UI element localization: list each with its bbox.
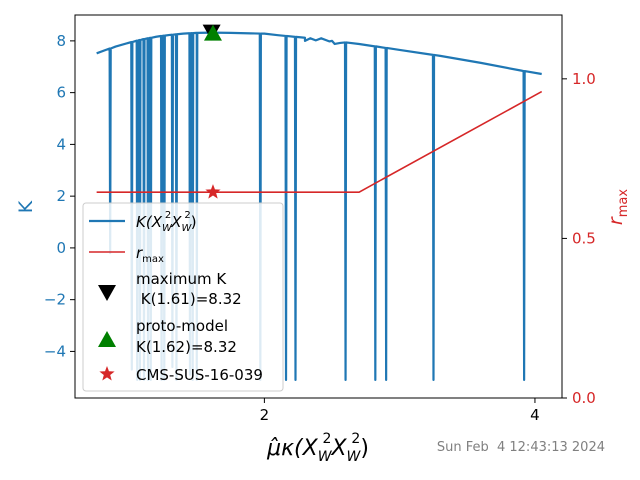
legend-cms-label: CMS-SUS-16-039 — [136, 366, 263, 384]
k-series-line — [96, 31, 542, 381]
left-tick-label: 4 — [56, 135, 66, 153]
left-tick-label: 6 — [56, 84, 66, 102]
legend-maximum-label-1: maximum K — [136, 270, 227, 288]
legend-proto-marker — [98, 331, 116, 347]
left-tick-label: −2 — [44, 291, 66, 309]
y-axis-label-left: K — [15, 200, 37, 213]
legend-k-label: K(XW2XW2) — [136, 210, 197, 234]
left-axis: −4 −2 0 2 4 6 8 — [44, 32, 75, 360]
plot-frame — [74, 14, 563, 399]
left-tick-label: −4 — [44, 342, 66, 360]
left-tick-label: 2 — [56, 187, 66, 205]
legend-proto-label-2: K(1.62)=8.32 — [136, 338, 237, 356]
right-axis: 0.0 0.5 1.0 — [562, 70, 596, 407]
right-tick-label: 0.0 — [572, 389, 596, 407]
right-tick-label: 1.0 — [572, 70, 596, 88]
x-axis-label: μ̂κ(XW2XW2) — [266, 431, 369, 465]
legend-proto-label-1: proto-model — [136, 317, 228, 335]
timestamp: Sun Feb 4 12:43:13 2024 — [437, 440, 605, 455]
markers-group — [202, 24, 222, 199]
legend-maximum-label-2: K(1.61)=8.32 — [136, 290, 242, 308]
rmax-series-line — [96, 90, 543, 193]
rmax-series-group — [96, 90, 543, 193]
legend: K(XW2XW2) rmax maximum K K(1.61)=8.32 pr… — [82, 202, 284, 392]
right-tick-label: 0.5 — [572, 229, 596, 247]
k-series-group — [96, 31, 542, 381]
legend-maximum-marker — [98, 285, 116, 301]
marker-cms — [205, 184, 221, 199]
left-tick-label: 0 — [56, 239, 66, 257]
legend-cms-marker — [99, 366, 115, 381]
left-tick-label: 8 — [56, 32, 66, 50]
legend-box — [82, 202, 284, 392]
x-tick-label: 2 — [260, 406, 270, 424]
y-axis-label-right: rmax — [605, 189, 631, 225]
legend-rmax-label: rmax — [136, 244, 164, 265]
x-tick-label: 4 — [530, 406, 540, 424]
marker-proto — [203, 24, 222, 41]
